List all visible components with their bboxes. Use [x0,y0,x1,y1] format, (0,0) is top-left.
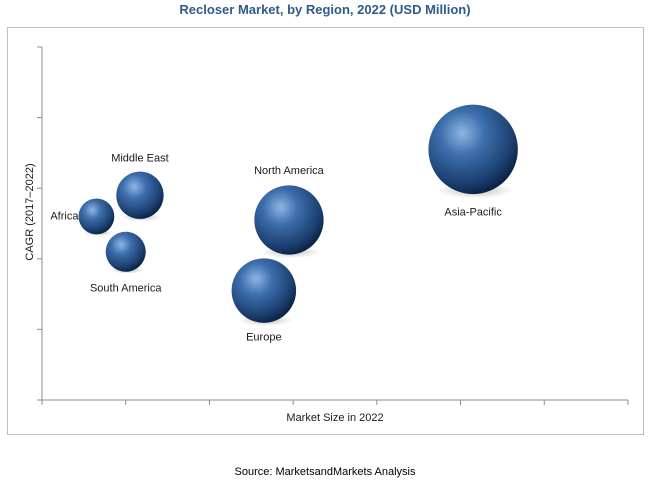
bubble-label-middle-east: Middle East [111,152,168,164]
bubble-north-america[interactable] [254,185,324,255]
axes-group [37,46,629,405]
bubble-europe[interactable] [231,258,297,323]
bubble-label-south-america: South America [90,283,162,295]
x-axis-title: Market Size in 2022 [286,412,383,424]
bubble-asia-pacific[interactable] [428,104,518,195]
chart-title: Recloser Market, by Region, 2022 (USD Mi… [179,2,471,17]
bubble-label-africa: Africa [50,210,79,222]
chart-frame [7,27,644,435]
bubble-africa[interactable] [78,198,115,235]
y-axis-title: CAGR (2017–2022) [24,163,36,260]
bubble-label-north-america: North America [254,165,325,177]
bubble-label-asia-pacific: Asia-Pacific [444,206,502,218]
source-note: Source: MarketsandMarkets Analysis [234,466,416,478]
bubble-label-europe: Europe [246,332,281,344]
bubble-middle-east[interactable] [116,171,164,219]
bubbles-group [78,104,518,327]
bubble-south-america[interactable] [105,231,146,272]
labels-group: Africa Middle East South America North Amer… [50,152,502,343]
